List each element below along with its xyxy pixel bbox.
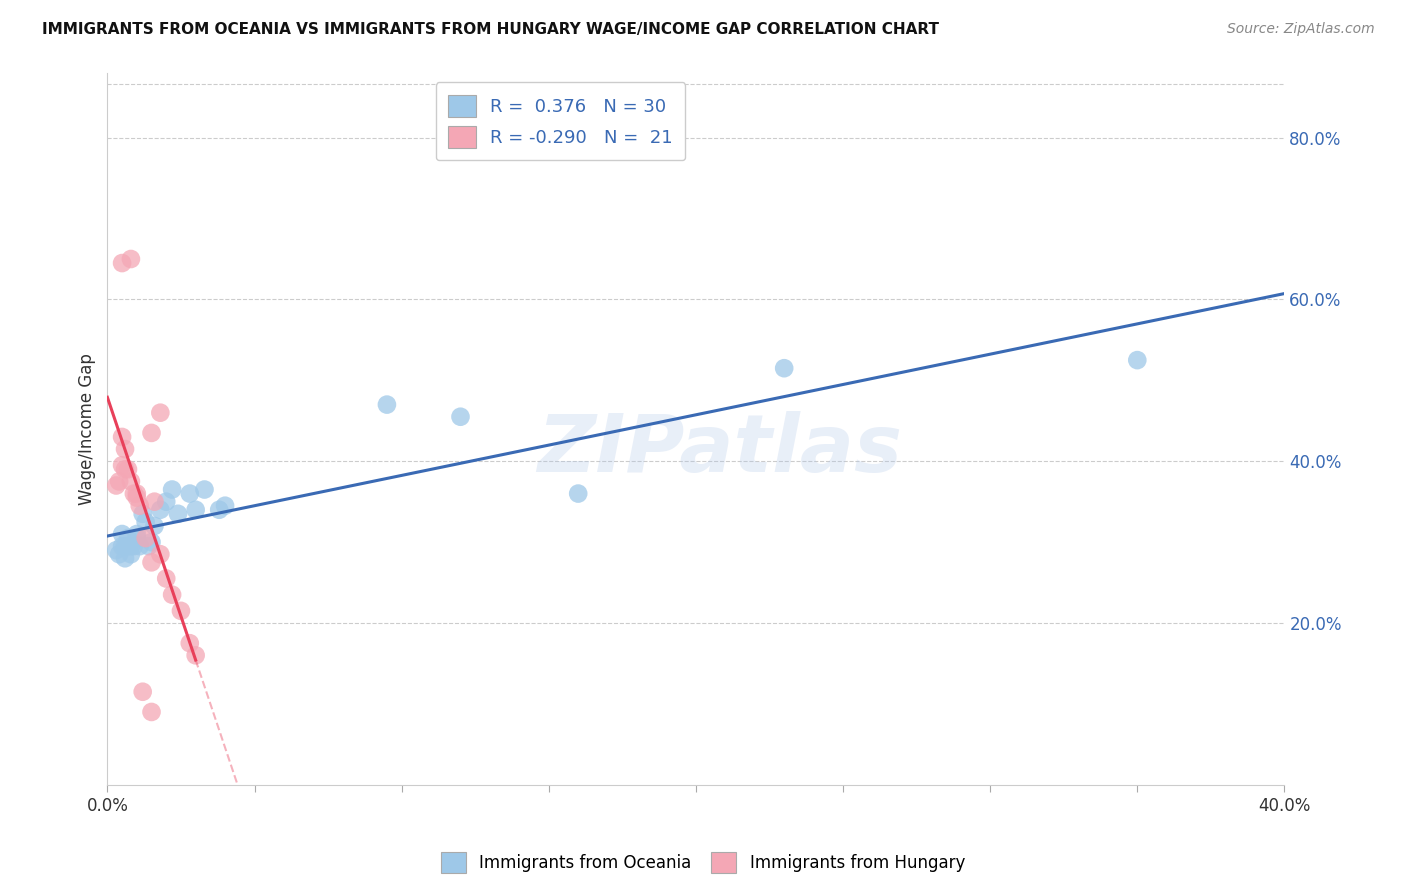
Point: [450, 409, 472, 424]
Point: [141, 705, 163, 719]
Point: [128, 539, 150, 553]
Point: [114, 462, 136, 476]
Point: [160, 483, 183, 497]
Point: [141, 535, 163, 549]
Point: [155, 494, 177, 508]
Legend: Immigrants from Oceania, Immigrants from Hungary: Immigrants from Oceania, Immigrants from…: [434, 846, 972, 880]
Point: [143, 494, 166, 508]
Legend: R =  0.376   N = 30, R = -0.290   N =  21: R = 0.376 N = 30, R = -0.290 N = 21: [436, 82, 685, 161]
Point: [141, 425, 163, 440]
Point: [105, 478, 128, 492]
Point: [149, 406, 172, 420]
Point: [125, 527, 148, 541]
Text: Source: ZipAtlas.com: Source: ZipAtlas.com: [1227, 22, 1375, 37]
Point: [114, 442, 136, 456]
Point: [193, 483, 215, 497]
Y-axis label: Wage/Income Gap: Wage/Income Gap: [79, 353, 96, 505]
Point: [184, 648, 207, 663]
Point: [567, 486, 589, 500]
Point: [149, 502, 172, 516]
Point: [111, 458, 134, 473]
Point: [111, 430, 134, 444]
Point: [120, 475, 142, 489]
Point: [160, 588, 183, 602]
Point: [375, 398, 398, 412]
Point: [128, 499, 150, 513]
Point: [131, 507, 153, 521]
Point: [122, 539, 145, 553]
Point: [184, 502, 207, 516]
Point: [131, 684, 153, 698]
Point: [120, 252, 142, 266]
Point: [117, 531, 139, 545]
Point: [117, 462, 139, 476]
Point: [138, 539, 160, 553]
Point: [143, 519, 166, 533]
Text: ZIPatlas: ZIPatlas: [537, 411, 901, 489]
Point: [167, 507, 190, 521]
Point: [214, 499, 236, 513]
Point: [135, 515, 157, 529]
Point: [141, 555, 163, 569]
Point: [108, 475, 131, 489]
Point: [111, 256, 134, 270]
Point: [125, 531, 148, 545]
Point: [773, 361, 796, 376]
Point: [135, 531, 157, 545]
Point: [120, 539, 142, 553]
Point: [105, 543, 128, 558]
Point: [117, 539, 139, 553]
Point: [208, 502, 231, 516]
Point: [122, 486, 145, 500]
Point: [108, 547, 131, 561]
Point: [149, 547, 172, 561]
Point: [120, 547, 142, 561]
Point: [179, 486, 201, 500]
Point: [125, 491, 148, 505]
Text: IMMIGRANTS FROM OCEANIA VS IMMIGRANTS FROM HUNGARY WAGE/INCOME GAP CORRELATION C: IMMIGRANTS FROM OCEANIA VS IMMIGRANTS FR…: [42, 22, 939, 37]
Point: [155, 572, 177, 586]
Point: [179, 636, 201, 650]
Point: [1126, 353, 1149, 368]
Point: [111, 527, 134, 541]
Point: [114, 539, 136, 553]
Point: [125, 486, 148, 500]
Point: [111, 539, 134, 553]
Point: [114, 551, 136, 566]
Point: [170, 604, 193, 618]
